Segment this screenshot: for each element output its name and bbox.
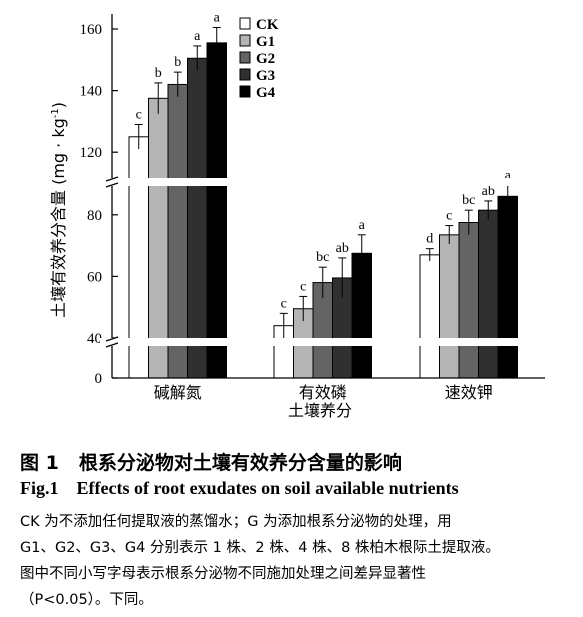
x-tick-label: 速效钾 bbox=[445, 383, 493, 402]
figure-number-en: Fig.1 bbox=[20, 478, 59, 498]
bar bbox=[497, 195, 518, 379]
x-tick-label: 碱解氮 bbox=[154, 383, 202, 402]
legend-swatch bbox=[239, 51, 251, 64]
bar bbox=[206, 42, 227, 379]
figure-title-cn: 图 1 根系分泌物对土壤有效养分含量的影响 bbox=[20, 448, 402, 475]
figure-note-line: G1、G2、G3、G4 分别表示 1 株、2 株、4 株、8 株柏木根际土提取液… bbox=[20, 540, 500, 556]
figure-title-en: Fig.1 Effects of root exudates on soil av… bbox=[20, 478, 459, 499]
y-tick-label: 60 bbox=[87, 269, 102, 285]
significance-letter: a bbox=[194, 29, 201, 44]
y-axis-label: 土壤有效养分含量 (mg · kg-1) bbox=[49, 102, 68, 318]
significance-letter: c bbox=[281, 296, 287, 311]
legend-label: G4 bbox=[256, 85, 276, 101]
axis-break-gap bbox=[100, 338, 550, 346]
significance-letter: c bbox=[446, 209, 452, 224]
significance-letter: b bbox=[155, 66, 162, 81]
bar bbox=[187, 57, 208, 379]
axis-break-mark bbox=[105, 336, 119, 348]
significance-letter: a bbox=[214, 10, 221, 25]
y-tick-label: 40 bbox=[87, 331, 102, 347]
legend-label: G3 bbox=[256, 68, 275, 84]
y-tick-label: 160 bbox=[80, 22, 103, 38]
x-tick-label: 有效磷 bbox=[299, 383, 347, 402]
legend-label: CK bbox=[256, 17, 279, 33]
axes-layer: 0 40 60 80 120 140 160 碱解氮 有效磷 速效钾 bbox=[80, 14, 550, 402]
figure-title-en-text: Effects of root exudates on soil availab… bbox=[76, 478, 459, 498]
figure-number-cn: 图 1 bbox=[20, 452, 59, 474]
bar bbox=[439, 234, 460, 379]
bar bbox=[148, 97, 169, 379]
significance-letter: bc bbox=[316, 250, 329, 265]
bar-chart: cbbaaccbcabadcbcaba 0406080120140160碱解氮有… bbox=[49, 10, 550, 420]
figure-title-cn-text: 根系分泌物对土壤有效养分含量的影响 bbox=[78, 452, 402, 474]
x-axis-label: 土壤养分 bbox=[288, 401, 352, 420]
bar bbox=[167, 83, 188, 379]
y-axis-label-sup: -1 bbox=[50, 108, 61, 118]
significance-letter: a bbox=[505, 169, 512, 184]
significance-letter: ab bbox=[482, 184, 495, 199]
y-tick-label: 140 bbox=[80, 84, 103, 100]
significance-letter: c bbox=[300, 279, 306, 294]
legend-swatch bbox=[239, 17, 251, 30]
axis-break-gap bbox=[100, 178, 550, 186]
legend-swatch bbox=[239, 68, 251, 81]
y-axis-label-main: 土壤有效养分含量 (mg · kg bbox=[49, 118, 68, 318]
y-tick-label: 120 bbox=[80, 145, 103, 161]
y-axis-label-close: ) bbox=[49, 102, 68, 108]
significance-letter: bc bbox=[462, 193, 475, 208]
significance-letter: a bbox=[359, 218, 366, 233]
y-tick-label: 0 bbox=[95, 371, 103, 387]
significance-letter: c bbox=[136, 107, 142, 122]
bar bbox=[458, 222, 479, 379]
figure-note-line: CK 为不添加任何提取液的蒸馏水；G 为添加根系分泌物的处理，用 bbox=[20, 514, 452, 530]
significance-letter: b bbox=[174, 55, 181, 70]
legend-swatch bbox=[239, 34, 251, 47]
figure-note-line: （P<0.05）。下同。 bbox=[20, 592, 153, 608]
y-tick-label: 80 bbox=[87, 208, 102, 224]
legend-label: G2 bbox=[256, 51, 275, 67]
significance-letter: ab bbox=[336, 241, 349, 256]
legend-swatch bbox=[239, 85, 251, 98]
bar bbox=[478, 209, 499, 379]
significance-letter: d bbox=[426, 232, 433, 247]
figure-note-line: 图中不同小写字母表示根系分泌物不同施加处理之间差异显著性 bbox=[20, 566, 426, 582]
bar bbox=[351, 252, 372, 379]
bar bbox=[419, 254, 440, 379]
axis-break-mark bbox=[105, 176, 119, 188]
legend-label: G1 bbox=[256, 34, 275, 50]
